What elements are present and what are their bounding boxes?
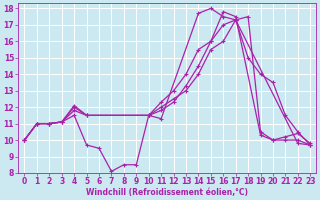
X-axis label: Windchill (Refroidissement éolien,°C): Windchill (Refroidissement éolien,°C) xyxy=(86,188,248,197)
